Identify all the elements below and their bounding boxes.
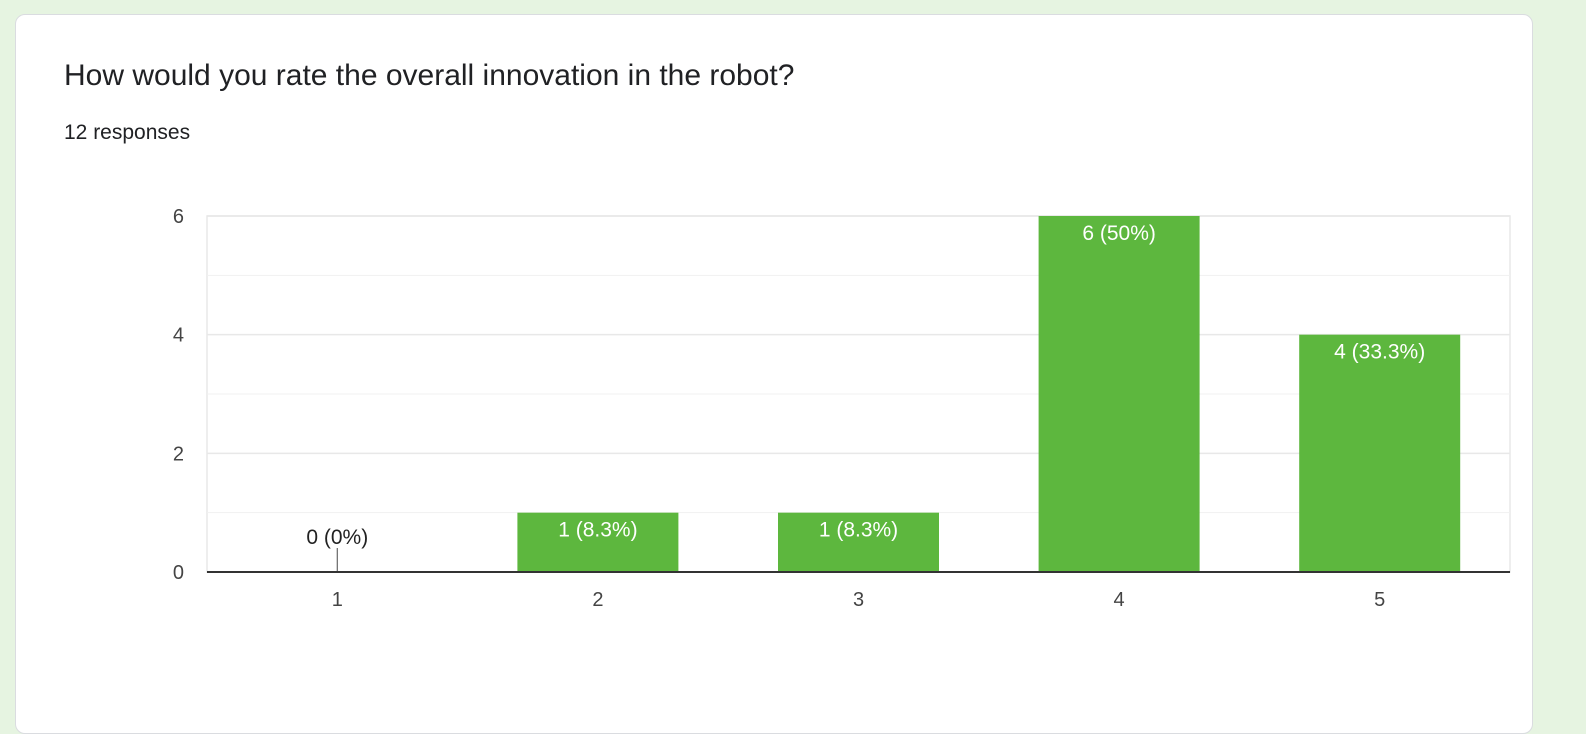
data-label: 1 (8.3%) [819,519,898,542]
x-tick-label: 2 [592,589,603,611]
bar [778,512,939,572]
data-label: 6 (50%) [1082,222,1156,245]
y-tick-label: 0 [173,562,184,584]
chart-card: How would you rate the overall innovatio… [15,14,1533,734]
response-count: 12 responses [64,121,191,144]
data-label: 0 (0%) [306,526,368,549]
x-tick-label: 3 [853,589,864,611]
data-label: 4 (33.3%) [1334,341,1425,364]
y-tick-label: 4 [173,325,184,347]
data-label: 1 (8.3%) [558,519,637,542]
bar [1299,334,1461,572]
question-title: How would you rate the overall innovatio… [64,59,795,92]
y-tick-label: 2 [173,443,184,465]
x-tick-label: 1 [332,589,343,611]
bar [517,512,679,572]
x-tick-label: 4 [1114,589,1125,611]
bar [1038,216,1200,572]
x-tick-label: 5 [1374,589,1385,611]
y-tick-label: 6 [173,206,184,228]
